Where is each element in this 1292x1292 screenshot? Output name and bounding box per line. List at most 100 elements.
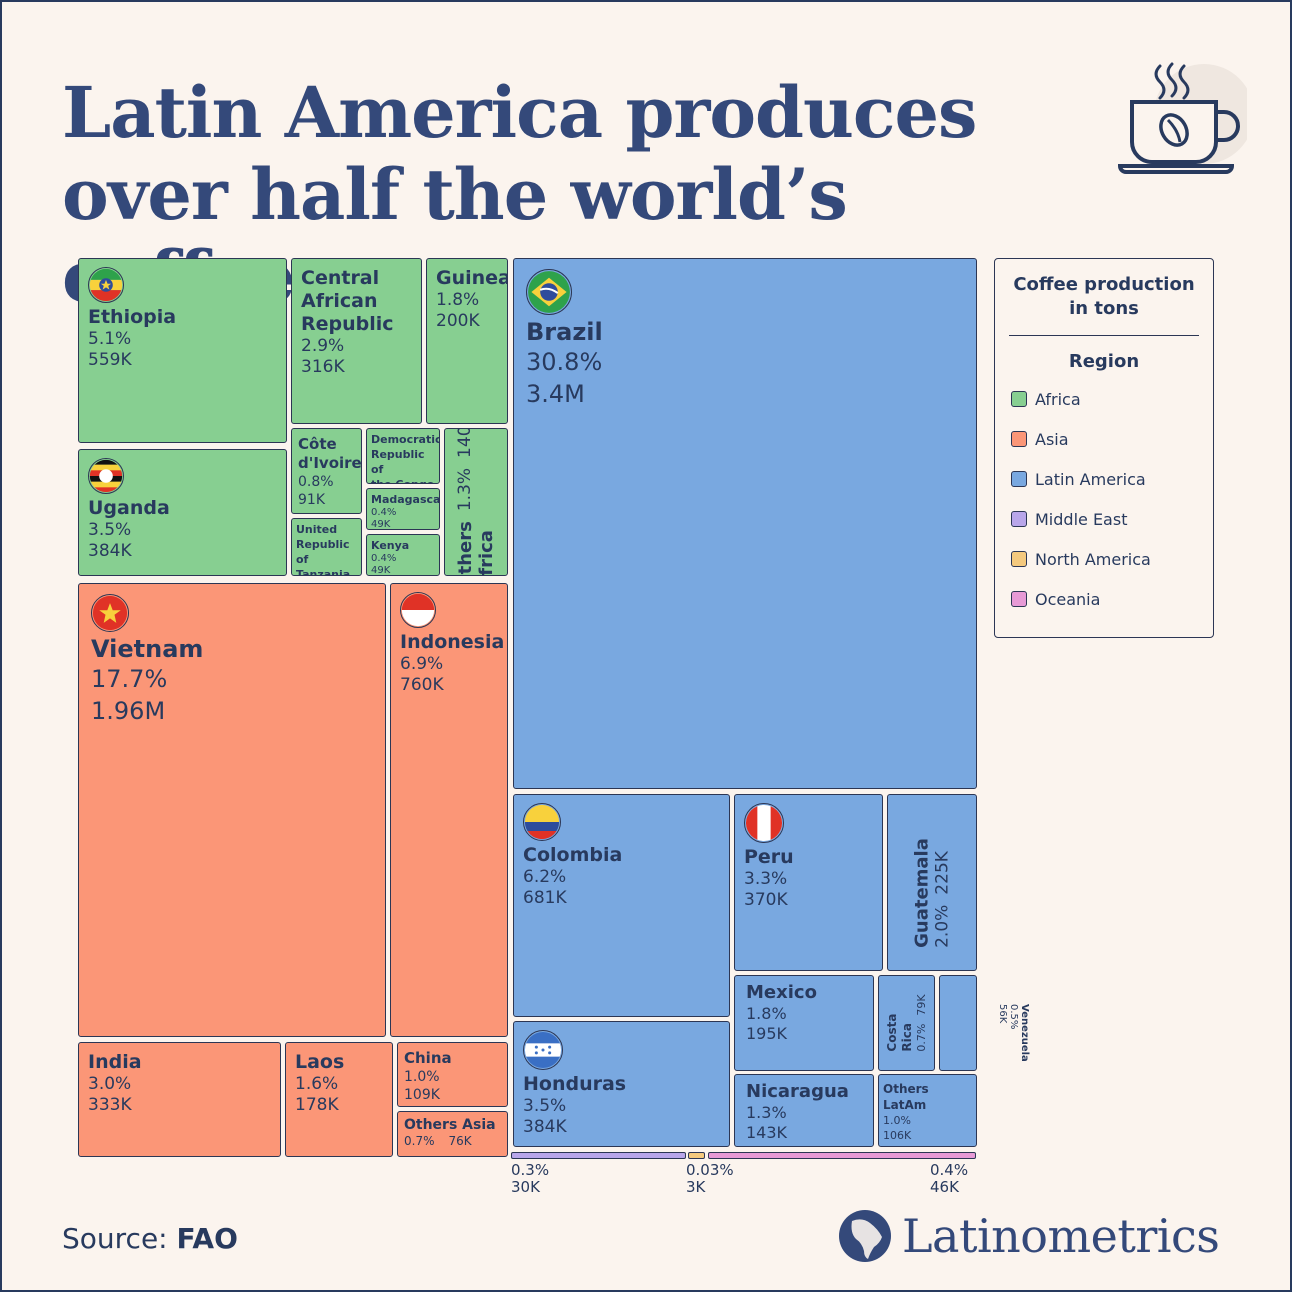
brazil-label-group: Brazil 30.8% 3.4M bbox=[514, 259, 976, 788]
legend-label: Middle East bbox=[1035, 509, 1128, 529]
c-te-d-ivoire-value: 91K bbox=[298, 492, 325, 508]
costa-rica-share: 0.7% bbox=[914, 1023, 928, 1052]
mexico-share: 1.8% bbox=[746, 1004, 787, 1023]
peru-label: Peru bbox=[744, 846, 794, 868]
india-value: 333K bbox=[88, 1095, 132, 1115]
venezuela-label-name: Venezuela bbox=[1019, 1004, 1030, 1062]
tile-mexico: Mexico 1.8% 195K bbox=[734, 975, 874, 1071]
ethiopia-flag-icon bbox=[88, 267, 124, 303]
others-latam-label-group: Others LatAm 1.0% 106K bbox=[879, 1075, 976, 1146]
tile-guatemala: Guatemala 2.0% 225K bbox=[887, 794, 977, 971]
c-te-d-ivoire-share: 0.8% bbox=[298, 474, 334, 490]
honduras-label-group: Honduras 3.5% 384K bbox=[514, 1022, 729, 1146]
bar-north-america bbox=[688, 1152, 705, 1159]
legend-item-africa: Africa bbox=[1011, 389, 1081, 409]
legend-swatch bbox=[1011, 551, 1027, 567]
tile-peru: Peru 3.3% 370K bbox=[734, 794, 883, 971]
source-label: Source: bbox=[62, 1222, 168, 1255]
latin-america-map-icon bbox=[839, 1210, 891, 1262]
indonesia-share: 6.9% bbox=[400, 654, 444, 674]
uganda-label-group: Uganda 3.5% 384K bbox=[79, 450, 286, 575]
democratic-republic-of-the-congo-label: Democratic Republic of the Congo bbox=[371, 433, 440, 483]
uganda-label: Uganda bbox=[88, 497, 170, 519]
democratic-republic-of-the-congo-label-group: Democratic Republic of the Congo0.6%62K bbox=[367, 429, 439, 483]
middle-east-value: 30K bbox=[511, 1178, 540, 1196]
peru-flag-icon bbox=[744, 803, 784, 843]
indonesia-label-group: Indonesia 6.9% 760K bbox=[391, 584, 507, 1036]
tile-vietnam: Vietnam 17.7% 1.96M bbox=[78, 583, 386, 1037]
central-african-republic-share: 2.9% bbox=[301, 336, 345, 356]
tile-democratic-republic-of-the-congo: Democratic Republic of the Congo0.6%62K bbox=[366, 428, 440, 484]
indonesia-flag-icon bbox=[400, 592, 436, 628]
china-label: China bbox=[404, 1049, 452, 1067]
guinea-share: 1.8% bbox=[436, 290, 480, 310]
india-share: 3.0% bbox=[88, 1074, 132, 1094]
others-africa-label: Others Africa bbox=[455, 521, 497, 576]
legend-label: Africa bbox=[1035, 389, 1081, 409]
oceania-label: 0.4% 46K bbox=[930, 1162, 968, 1196]
honduras-label: Honduras bbox=[523, 1073, 627, 1095]
legend-label: Asia bbox=[1035, 429, 1069, 449]
vietnam-label: Vietnam bbox=[91, 635, 204, 663]
laos-value: 178K bbox=[295, 1095, 339, 1115]
uganda-flag-icon bbox=[88, 458, 124, 494]
ethiopia-value: 559K bbox=[88, 350, 132, 370]
vietnam-value: 1.96M bbox=[91, 697, 166, 725]
tile-colombia: Colombia 6.2% 681K bbox=[513, 794, 730, 1017]
c-te-d-ivoire-label-group: Côte d'Ivoire 0.8% 91K bbox=[292, 429, 361, 513]
source-value: FAO bbox=[176, 1222, 238, 1255]
madagascar-label-group: Madagascar 0.4% 49K bbox=[367, 489, 439, 529]
guatemala-rotated-label: Guatemala 2.0% 225K bbox=[912, 838, 953, 948]
venezuela-label: Venezuela 0.5% 56K bbox=[997, 1004, 1030, 1062]
legend-label: North America bbox=[1035, 549, 1151, 569]
uganda-share: 3.5% bbox=[88, 520, 132, 540]
north-america-label: 0.03% 3K bbox=[686, 1162, 734, 1196]
others-latam-value: 106K bbox=[883, 1129, 912, 1142]
others-africa-share: 1.3% bbox=[455, 467, 475, 512]
tile-nicaragua: Nicaragua 1.3% 143K bbox=[734, 1074, 874, 1147]
brand-logo: Latinometrics bbox=[838, 1206, 1220, 1266]
guinea-label: Guinea bbox=[436, 267, 508, 289]
tile-india: India 3.0% 333K bbox=[78, 1042, 281, 1157]
peru-label-group: Peru 3.3% 370K bbox=[735, 795, 882, 970]
legend-item-latin-america: Latin America bbox=[1011, 469, 1146, 489]
tile-laos: Laos 1.6% 178K bbox=[285, 1042, 393, 1157]
venezuela-value: 56K bbox=[997, 1004, 1008, 1024]
honduras-flag-icon bbox=[523, 1030, 563, 1070]
costa-rica-rotated-label: Costa Rica 0.7% 79K bbox=[885, 994, 929, 1051]
madagascar-label: Madagascar bbox=[371, 493, 440, 506]
peru-share: 3.3% bbox=[744, 869, 788, 889]
madagascar-share: 0.4% bbox=[371, 507, 397, 518]
bar-middle-east bbox=[511, 1152, 686, 1159]
guatemala-label: Guatemala bbox=[911, 837, 933, 948]
legend-divider bbox=[1009, 335, 1199, 336]
guinea-value: 200K bbox=[436, 311, 480, 331]
nicaragua-value: 143K bbox=[746, 1123, 788, 1142]
legend-title: Coffee production in tons bbox=[1013, 274, 1195, 319]
indonesia-label: Indonesia bbox=[400, 631, 505, 653]
legend-item-middle-east: Middle East bbox=[1011, 509, 1127, 529]
tile-others-africa: Others Africa 1.3% 140K bbox=[444, 428, 508, 576]
legend-swatch bbox=[1011, 431, 1027, 447]
legend-item-oceania: Oceania bbox=[1011, 589, 1100, 609]
oceania-value: 46K bbox=[930, 1178, 959, 1196]
tile-central-african-republic: Central African Republic 2.9% 316K bbox=[291, 258, 422, 424]
tile-venezuela bbox=[939, 975, 977, 1071]
china-share: 1.0% bbox=[404, 1069, 440, 1085]
honduras-share: 3.5% bbox=[523, 1096, 567, 1116]
ethiopia-share: 5.1% bbox=[88, 329, 132, 349]
north-america-share: 0.03% bbox=[686, 1161, 734, 1179]
others-asia-value: 76K bbox=[448, 1134, 472, 1148]
tile-united-republic-of-tanzania: United Republic of Tanzania0.6%63K bbox=[291, 518, 362, 576]
legend-swatch bbox=[1011, 511, 1027, 527]
nicaragua-label: Nicaragua bbox=[746, 1081, 849, 1102]
madagascar-value: 49K bbox=[371, 519, 391, 530]
mexico-label: Mexico bbox=[746, 982, 817, 1003]
others-asia-share: 0.7% bbox=[404, 1134, 435, 1148]
legend-region-title: Region bbox=[1068, 351, 1140, 372]
legend-swatch bbox=[1011, 591, 1027, 607]
kenya-share: 0.4% bbox=[371, 553, 397, 564]
brazil-share: 30.8% bbox=[526, 348, 603, 376]
tile-others-latam: Others LatAm 1.0% 106K bbox=[878, 1074, 977, 1147]
